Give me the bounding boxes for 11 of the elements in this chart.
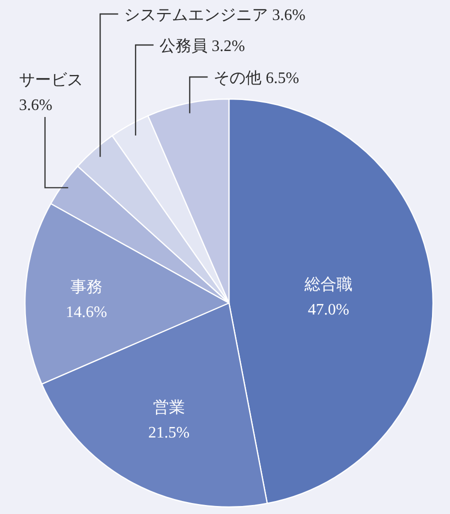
slice-label: 公務員 3.2% [160, 38, 245, 55]
data-label: 3.6% [19, 97, 52, 114]
slice-label: サービス [19, 72, 83, 89]
data-label: 14.6% [66, 304, 108, 321]
slice-label: システムエンジニア 3.6% [124, 7, 306, 24]
data-label: 47.0% [308, 302, 350, 319]
data-label: 21.5% [148, 424, 190, 442]
slice-label: 事務 [70, 278, 102, 296]
slice-label: 営業 [152, 398, 185, 417]
slice-label: 総合職 [304, 276, 353, 294]
slice-label: その他 6.5% [214, 70, 300, 87]
